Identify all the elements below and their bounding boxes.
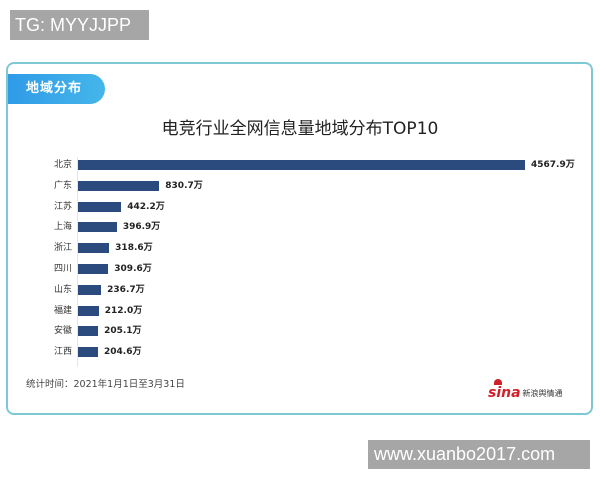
bar-row: 四川 309.6万 <box>0 259 600 279</box>
category-label: 山东 <box>53 284 72 295</box>
category-label: 江苏 <box>53 201 72 212</box>
logo-text: 新浪舆情通 <box>522 388 563 398</box>
value-label: 204.6万 <box>104 347 142 358</box>
value-label: 212.0万 <box>104 305 143 316</box>
logo-brand: sina <box>488 385 521 401</box>
bar-row: 江苏 442.2万 <box>0 197 600 217</box>
category-label: 安徽 <box>53 326 72 337</box>
bar <box>78 243 110 254</box>
bar <box>78 264 109 274</box>
value-label: 830.7万 <box>165 180 203 191</box>
y-axis-line <box>77 157 78 367</box>
bar <box>78 347 99 358</box>
bar-row: 江西 204.6万 <box>0 342 600 362</box>
category-label: 浙江 <box>53 243 72 254</box>
bar-row: 北京 4567.9万 <box>0 155 600 175</box>
bar-row: 广东 830.7万 <box>0 176 600 196</box>
bar <box>78 180 160 191</box>
bar <box>78 284 102 295</box>
chart-card <box>6 62 593 415</box>
category-label: 福建 <box>53 305 72 316</box>
bar <box>78 326 99 337</box>
bar <box>78 305 99 316</box>
value-label: 205.1万 <box>104 326 142 337</box>
bar <box>78 201 122 212</box>
section-tag: 地域分布 <box>8 74 105 104</box>
watermark-top: TG: MYYJJPP <box>10 10 149 40</box>
category-label: 四川 <box>53 264 72 274</box>
category-label: 广东 <box>53 180 72 191</box>
bar-row: 福建 212.0万 <box>0 301 600 321</box>
category-label: 江西 <box>53 347 72 358</box>
value-label: 318.6万 <box>115 243 153 254</box>
value-label: 4567.9万 <box>531 160 575 170</box>
bar-row: 安徽 205.1万 <box>0 321 600 341</box>
value-label: 442.2万 <box>127 201 165 212</box>
category-label: 上海 <box>53 222 72 233</box>
watermark-bottom: www.xuanbo2017.com <box>368 440 590 469</box>
sina-logo: sina 新浪舆情通 <box>488 379 563 401</box>
category-label: 北京 <box>53 160 72 170</box>
bar-row: 上海 396.9万 <box>0 217 600 237</box>
bar-row: 浙江 318.6万 <box>0 238 600 258</box>
chart-title: 电竞行业全网信息量地域分布TOP10 <box>161 119 439 139</box>
bar-row: 山东 236.7万 <box>0 280 600 300</box>
footnote-date-range: 统计时间：2021年1月1日至3月31日 <box>26 379 185 390</box>
bar <box>78 222 117 233</box>
bar <box>78 160 525 170</box>
value-label: 309.6万 <box>114 264 152 274</box>
sina-eye-icon <box>494 379 502 385</box>
value-label: 396.9万 <box>122 222 161 233</box>
value-label: 236.7万 <box>107 284 145 295</box>
